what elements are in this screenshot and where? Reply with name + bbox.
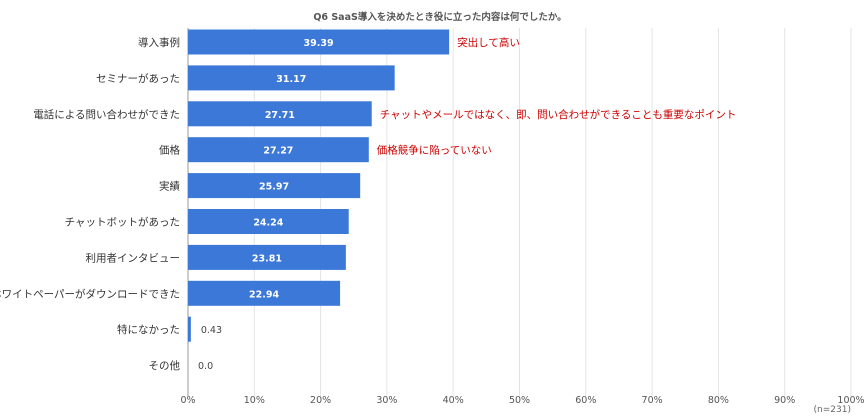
x-tick-label: 90% <box>774 395 795 406</box>
bar-value-label: 23.81 <box>252 253 282 264</box>
category-label: 価格 <box>159 144 180 157</box>
category-labels: 導入事例セミナーがあった電話による問い合わせができた価格実績チャットボットがあっ… <box>0 36 180 372</box>
sample-size-note: (n=231) <box>814 405 851 415</box>
bar-value-label: 27.71 <box>265 110 295 121</box>
bar-series: 39.39 31.17 27.71 27.27 25.97 24.24 23.81 22.94… <box>188 29 450 372</box>
x-tick-label: 50% <box>509 395 530 406</box>
x-tick-label: 20% <box>310 395 331 406</box>
x-tick-label: 100% <box>837 395 864 406</box>
bar <box>188 209 349 234</box>
x-tick-label: 40% <box>443 395 464 406</box>
annotation-text: 価格競争に陥っていない <box>377 144 492 157</box>
annotation-text: チャットやメールではなく、即、問い合わせができることも重要なポイント <box>380 108 737 121</box>
bar <box>188 173 361 199</box>
bar-value-label: 22.94 <box>249 289 279 300</box>
x-tick-label: 10% <box>244 395 265 406</box>
x-tick-label: 80% <box>708 395 729 406</box>
category-label: 導入事例 <box>138 36 180 49</box>
chart-title: Q6 SaaS導入を決めたとき役に立った内容は何でしたか。 <box>313 11 566 23</box>
bar-value-label: 25.97 <box>259 182 289 193</box>
bar-value-label: 31.17 <box>276 74 306 85</box>
bar <box>188 244 346 270</box>
bar-value-label: 0.0 <box>198 361 213 372</box>
x-tick-label: 0% <box>180 395 195 406</box>
category-label: 特になかった <box>117 324 180 336</box>
bar <box>188 280 341 306</box>
category-label: 実績 <box>159 180 180 193</box>
category-label: 電話による問い合わせができた <box>33 108 180 121</box>
annotation-text: 突出して高い <box>457 36 520 49</box>
category-label: チャットボットがあった <box>65 216 180 229</box>
category-label: 利用者インタビュー <box>86 252 181 264</box>
x-tick-label: 30% <box>376 395 397 406</box>
bar-value-label: 0.43 <box>201 325 222 336</box>
bar <box>188 65 395 91</box>
bar <box>188 101 372 127</box>
x-tick-label: 70% <box>642 395 663 406</box>
x-tick-label: 60% <box>575 395 596 406</box>
annotations: 突出して高いチャットやメールではなく、即、問い合わせができることも重要なポイント… <box>377 36 737 157</box>
bar-value-label: 39.39 <box>304 38 334 49</box>
bar-value-label: 24.24 <box>253 218 283 229</box>
bar <box>188 29 450 55</box>
bar <box>188 316 191 342</box>
category-label: ホワイトペーパーがダウンロードできた <box>0 287 180 300</box>
x-axis-ticks: 0% 10% 20% 30% 40% 50% 60% 70% 80% 90% 100% <box>180 395 864 406</box>
category-label: その他 <box>149 359 181 372</box>
bar-value-label: 27.27 <box>263 146 293 157</box>
category-label: セミナーがあった <box>96 72 180 85</box>
bar <box>188 137 369 163</box>
